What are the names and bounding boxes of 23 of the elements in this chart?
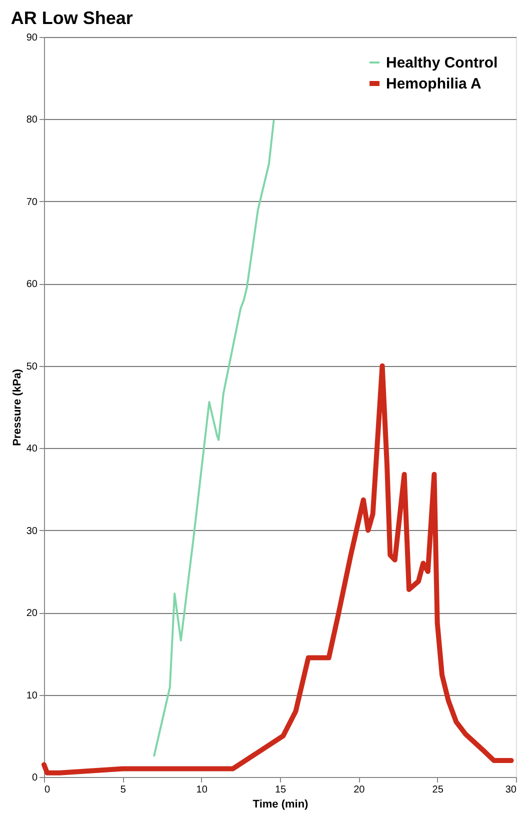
y-tick-label: 80 xyxy=(26,114,38,126)
y-tick-label: 10 xyxy=(26,690,38,702)
y-tick-label: 70 xyxy=(26,196,38,208)
y-tick-label: 30 xyxy=(26,526,38,537)
y-tick-label: 50 xyxy=(26,361,38,372)
x-tick-label: 10 xyxy=(196,784,208,796)
x-tick-label: 15 xyxy=(274,784,286,796)
x-tick-label: 25 xyxy=(432,784,444,796)
y-tick-label: 0 xyxy=(32,772,38,784)
x-tick-label: 0 xyxy=(44,784,50,796)
line-series xyxy=(153,120,275,757)
x-axis-title: Time (min) xyxy=(252,798,309,810)
y-tick-label: 90 xyxy=(26,32,38,44)
y-tick-label: 40 xyxy=(26,444,38,455)
x-tick-label: 5 xyxy=(120,784,126,796)
x-tick-label: 20 xyxy=(354,784,366,796)
legend-label: Healthy Control xyxy=(386,54,498,72)
y-tick-label: 20 xyxy=(26,608,38,620)
chart-title: AR Low Shear xyxy=(10,8,133,28)
x-tick-label: 30 xyxy=(505,784,517,796)
y-axis-title: Pressure (kPa) xyxy=(11,368,24,446)
legend-label: Hemophilia A xyxy=(386,76,482,92)
y-tick-label: 60 xyxy=(26,279,38,290)
